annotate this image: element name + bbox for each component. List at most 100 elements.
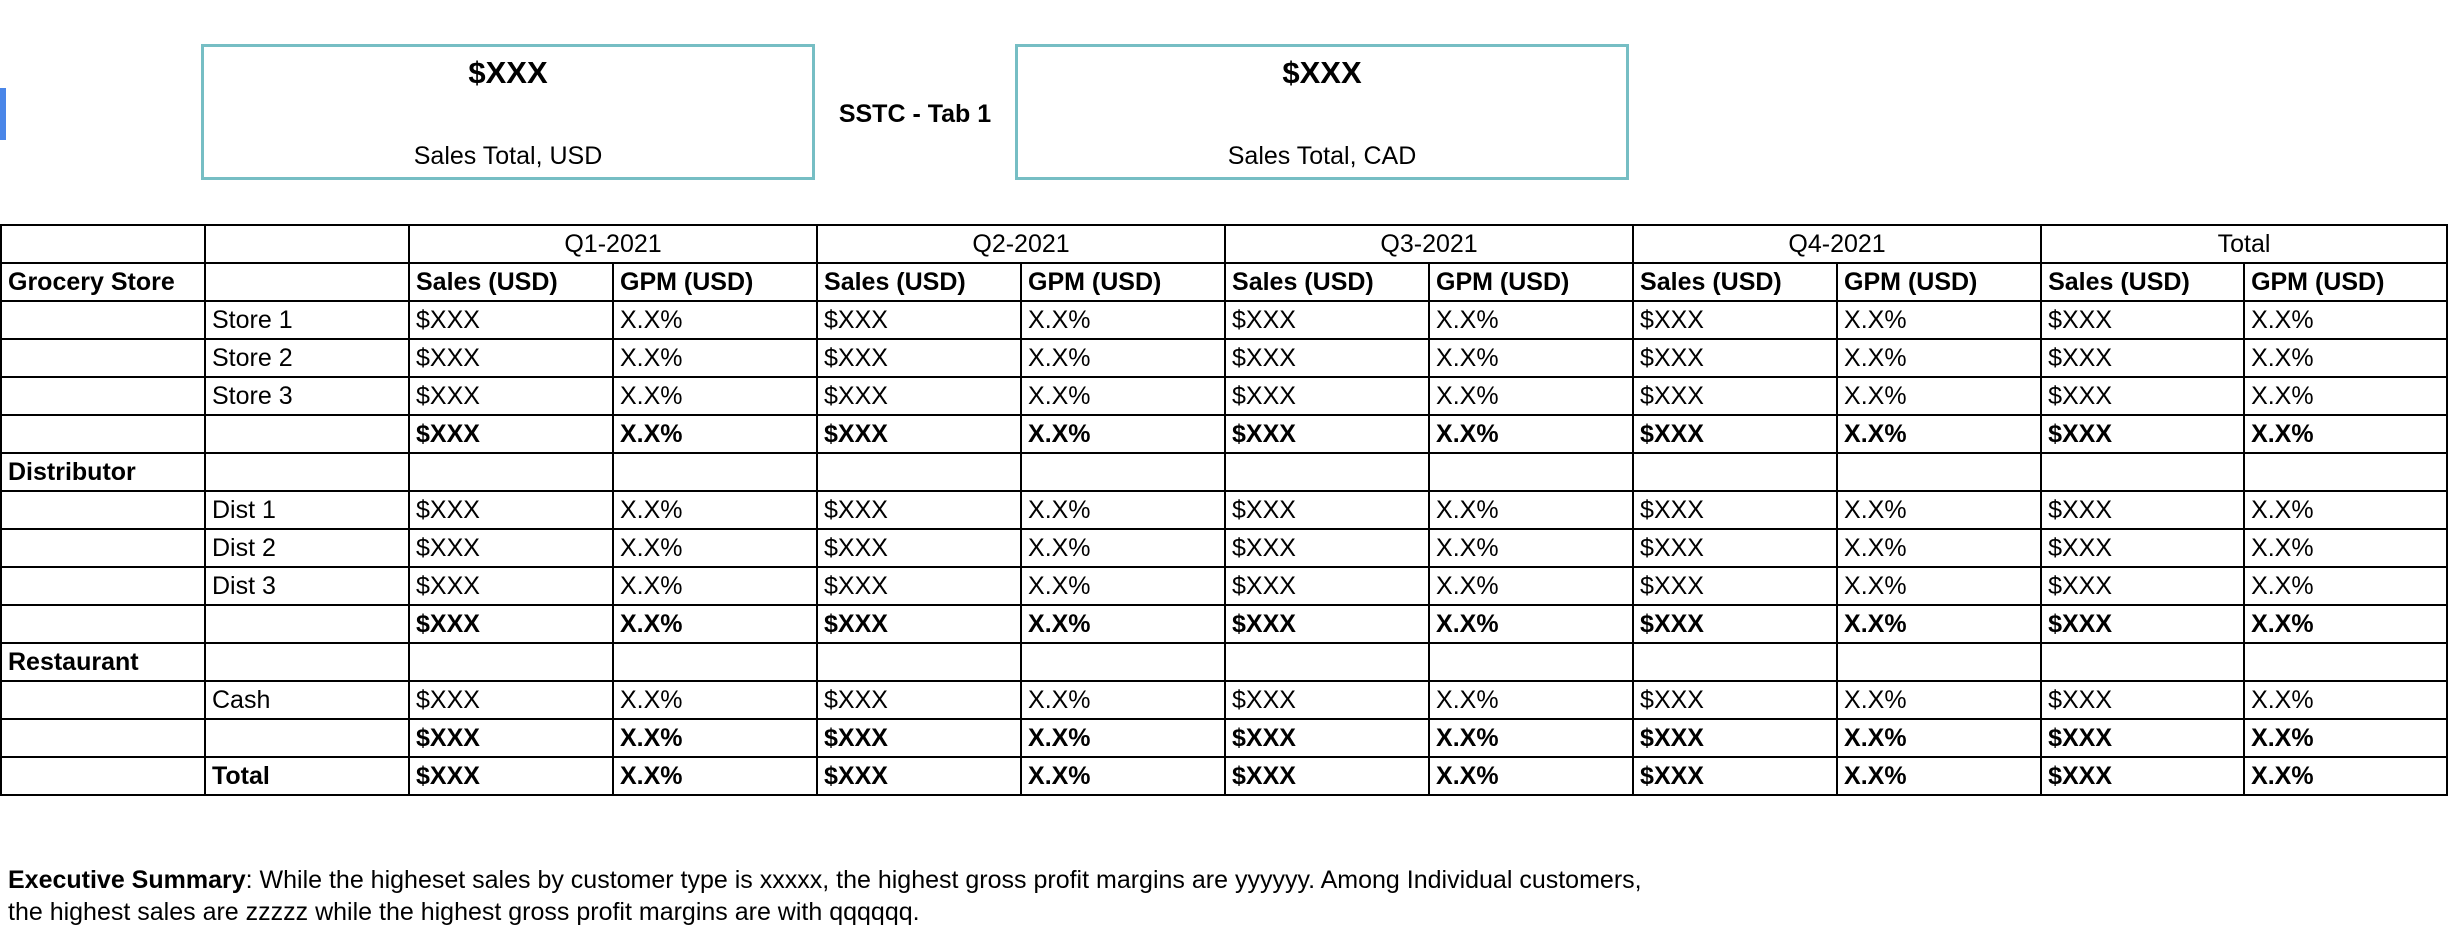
gpm-cell[interactable]: X.X% — [1428, 718, 1635, 758]
sales-cell[interactable]: $XXX — [1632, 414, 1839, 454]
gpm-cell[interactable]: X.X% — [1020, 604, 1227, 644]
sales-cell[interactable]: $XXX — [1224, 718, 1431, 758]
gpm-cell[interactable]: X.X% — [2243, 718, 2449, 758]
metric-header-sales[interactable]: Sales (USD) — [1224, 262, 1431, 302]
gpm-cell[interactable]: X.X% — [1020, 680, 1227, 720]
sales-cell[interactable]: $XXX — [408, 338, 614, 378]
empty-cell[interactable] — [2040, 452, 2246, 492]
gpm-cell[interactable]: X.X% — [1836, 338, 2043, 378]
sales-cell[interactable]: $XXX — [2040, 528, 2246, 568]
sales-cell[interactable]: $XXX — [816, 718, 1023, 758]
row-label[interactable]: Store 2 — [204, 338, 410, 378]
gpm-cell[interactable]: X.X% — [2243, 528, 2449, 568]
sales-cell[interactable]: $XXX — [408, 528, 614, 568]
period-header[interactable]: Q4-2021 — [1632, 224, 2043, 264]
empty-cell[interactable] — [0, 414, 206, 454]
sales-cell[interactable]: $XXX — [816, 376, 1023, 416]
empty-cell[interactable] — [0, 528, 206, 568]
row-label[interactable]: Cash — [204, 680, 410, 720]
sales-cell[interactable]: $XXX — [816, 338, 1023, 378]
empty-cell[interactable] — [611, 642, 819, 682]
empty-cell[interactable] — [0, 338, 206, 378]
empty-cell[interactable] — [1020, 452, 1227, 492]
gpm-cell[interactable]: X.X% — [1428, 338, 1635, 378]
sales-cell[interactable]: $XXX — [1632, 490, 1839, 530]
empty-cell[interactable] — [0, 756, 206, 796]
sales-cell[interactable]: $XXX — [2040, 718, 2246, 758]
empty-cell[interactable] — [2243, 642, 2449, 682]
sales-cell[interactable]: $XXX — [816, 300, 1023, 340]
gpm-cell[interactable]: X.X% — [1428, 604, 1635, 644]
sales-cell[interactable]: $XXX — [2040, 338, 2246, 378]
sales-cell[interactable]: $XXX — [816, 566, 1023, 606]
gpm-cell[interactable]: X.X% — [2243, 490, 2449, 530]
gpm-cell[interactable]: X.X% — [1428, 376, 1635, 416]
sales-cell[interactable]: $XXX — [408, 490, 614, 530]
empty-cell[interactable] — [1224, 452, 1431, 492]
gpm-cell[interactable]: X.X% — [2243, 300, 2449, 340]
gpm-cell[interactable]: X.X% — [611, 604, 819, 644]
gpm-cell[interactable]: X.X% — [1428, 566, 1635, 606]
total-sales-cell[interactable]: $XXX — [1224, 756, 1431, 796]
gpm-cell[interactable]: X.X% — [611, 376, 819, 416]
row-label[interactable] — [204, 604, 410, 644]
gpm-cell[interactable]: X.X% — [1020, 718, 1227, 758]
gpm-cell[interactable]: X.X% — [1020, 414, 1227, 454]
gpm-cell[interactable]: X.X% — [1836, 528, 2043, 568]
sales-cell[interactable]: $XXX — [816, 680, 1023, 720]
empty-cell[interactable] — [1428, 642, 1635, 682]
gpm-cell[interactable]: X.X% — [611, 718, 819, 758]
gpm-cell[interactable]: X.X% — [1428, 300, 1635, 340]
empty-cell[interactable] — [1632, 452, 1839, 492]
sales-cell[interactable]: $XXX — [1632, 338, 1839, 378]
total-sales-cell[interactable]: $XXX — [1632, 756, 1839, 796]
gpm-cell[interactable]: X.X% — [611, 680, 819, 720]
metric-header-gpm[interactable]: GPM (USD) — [2243, 262, 2449, 302]
metric-header-sales[interactable]: Sales (USD) — [816, 262, 1023, 302]
gpm-cell[interactable]: X.X% — [1020, 300, 1227, 340]
empty-cell[interactable] — [611, 452, 819, 492]
sales-cell[interactable]: $XXX — [408, 680, 614, 720]
row-label[interactable]: Store 3 — [204, 376, 410, 416]
sales-cell[interactable]: $XXX — [1224, 376, 1431, 416]
sales-cell[interactable]: $XXX — [1632, 566, 1839, 606]
sales-cell[interactable]: $XXX — [1632, 376, 1839, 416]
period-header[interactable]: Q2-2021 — [816, 224, 1227, 264]
empty-cell[interactable] — [0, 490, 206, 530]
empty-cell[interactable] — [0, 680, 206, 720]
gpm-cell[interactable]: X.X% — [611, 490, 819, 530]
gpm-cell[interactable]: X.X% — [611, 414, 819, 454]
period-header[interactable]: Total — [2040, 224, 2449, 264]
metric-header-gpm[interactable]: GPM (USD) — [1020, 262, 1227, 302]
metric-header-gpm[interactable]: GPM (USD) — [1428, 262, 1635, 302]
empty-cell[interactable] — [1224, 642, 1431, 682]
empty-cell[interactable] — [0, 718, 206, 758]
empty-cell[interactable] — [1836, 452, 2043, 492]
empty-cell[interactable] — [1632, 642, 1839, 682]
row-label[interactable]: Dist 2 — [204, 528, 410, 568]
gpm-cell[interactable]: X.X% — [2243, 414, 2449, 454]
total-gpm-cell[interactable]: X.X% — [611, 756, 819, 796]
sales-cell[interactable]: $XXX — [408, 300, 614, 340]
section-label[interactable]: Distributor — [0, 452, 206, 492]
sales-cell[interactable]: $XXX — [408, 604, 614, 644]
gpm-cell[interactable]: X.X% — [611, 566, 819, 606]
sales-cell[interactable]: $XXX — [816, 490, 1023, 530]
sales-cell[interactable]: $XXX — [2040, 300, 2246, 340]
sales-cell[interactable]: $XXX — [816, 414, 1023, 454]
row-label[interactable] — [204, 414, 410, 454]
gpm-cell[interactable]: X.X% — [2243, 338, 2449, 378]
sales-cell[interactable]: $XXX — [1632, 604, 1839, 644]
row-label[interactable] — [204, 718, 410, 758]
gpm-cell[interactable]: X.X% — [611, 528, 819, 568]
sales-cell[interactable]: $XXX — [1632, 300, 1839, 340]
total-gpm-cell[interactable]: X.X% — [1428, 756, 1635, 796]
sales-cell[interactable]: $XXX — [1224, 490, 1431, 530]
row-label[interactable]: Store 1 — [204, 300, 410, 340]
gpm-cell[interactable]: X.X% — [611, 338, 819, 378]
row-label[interactable]: Dist 1 — [204, 490, 410, 530]
sales-cell[interactable]: $XXX — [2040, 414, 2246, 454]
sales-cell[interactable]: $XXX — [2040, 566, 2246, 606]
sales-cell[interactable]: $XXX — [816, 528, 1023, 568]
metric-header-gpm[interactable]: GPM (USD) — [1836, 262, 2043, 302]
